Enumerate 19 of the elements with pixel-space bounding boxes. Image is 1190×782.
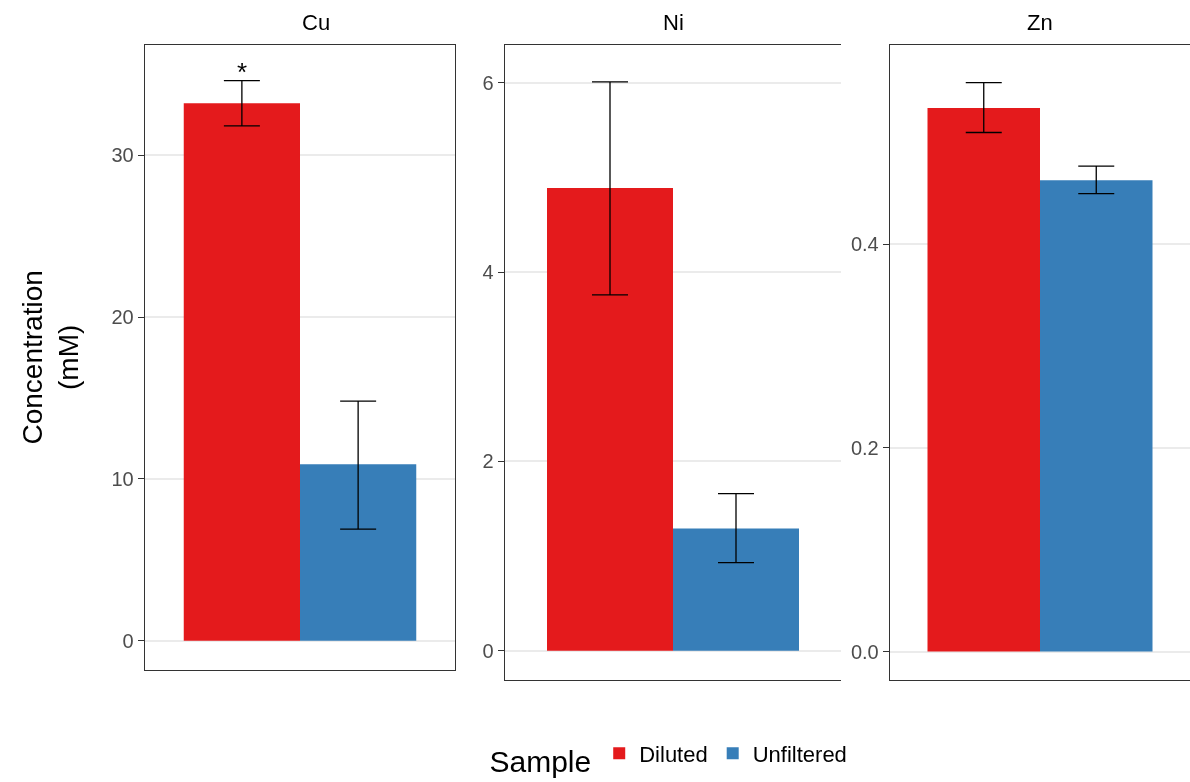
y-tick-label: 2 <box>482 450 494 473</box>
y-tick-label: 0.2 <box>850 436 879 459</box>
y-tick-label: 10 <box>111 467 134 490</box>
y-axis-title: Concentration (mM) <box>16 270 84 445</box>
y-tick-label: 0 <box>482 639 494 662</box>
legend-label: Diluted <box>639 741 708 767</box>
y-tick-label: 20 <box>111 306 134 329</box>
y-tick-label: 0 <box>122 629 134 652</box>
y-tick-label: 0.0 <box>850 640 879 663</box>
legend-label: Unfiltered <box>752 741 847 767</box>
chart-title: Zn <box>1027 10 1053 35</box>
y-tick-label: 30 <box>111 144 134 167</box>
chart-title: Cu <box>302 10 331 35</box>
y-tick-label: 6 <box>482 71 494 94</box>
chart-title: Ni <box>663 10 684 35</box>
y-tick-label: 0.4 <box>850 233 879 256</box>
annotation: * <box>237 57 248 87</box>
y-tick-label: 4 <box>482 261 494 284</box>
legend-title: Sample <box>489 744 592 778</box>
